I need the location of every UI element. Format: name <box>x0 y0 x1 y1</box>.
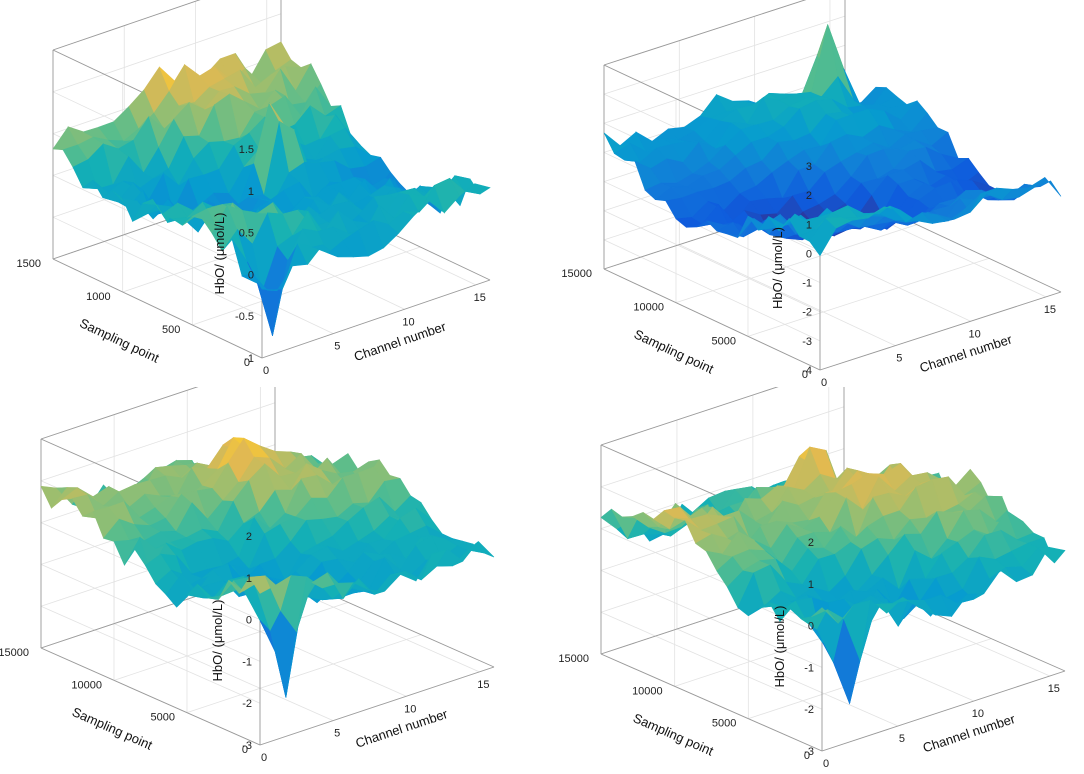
z-tick-label: -1 <box>802 278 812 290</box>
x-tick-label: 5 <box>896 353 902 365</box>
z-tick-label: 2 <box>808 537 814 549</box>
z-tick-label: -2 <box>804 704 814 716</box>
z-tick-label: 1 <box>806 219 812 231</box>
x-tick-label: 10 <box>969 328 981 340</box>
z-tick-label: -1 <box>804 662 814 674</box>
y-tick-label: 15000 <box>561 268 592 280</box>
surface-mesh <box>40 437 495 698</box>
surface-mesh <box>603 23 1062 257</box>
y-tick-label: 10000 <box>633 302 664 314</box>
y-tick-label: 1000 <box>86 291 110 303</box>
z-tick-label: -0.5 <box>235 311 254 323</box>
z-tick-label: 0.5 <box>239 228 254 240</box>
tick-labels: -3 -2 -1 0 1 2 0 5000 10000 15000 0 5 10 15 <box>558 537 1060 770</box>
z-axis-label: HbO/ (μmol/L) <box>770 227 785 309</box>
x-axis-label: Channel number <box>918 331 1015 375</box>
z-tick-label: 2 <box>246 531 252 543</box>
z-tick-label: 1 <box>808 579 814 591</box>
z-tick-label: 2 <box>806 190 812 202</box>
y-tick-label: 500 <box>162 324 180 336</box>
tick-labels: -1 -0.5 0 0.5 1 1.5 0 500 1000 1500 0 5 10 15 <box>17 144 486 377</box>
y-tick-label: 5000 <box>712 335 736 347</box>
z-tick-label: -1 <box>242 656 252 668</box>
tick-labels: -4 -3 -2 -1 0 1 2 3 0 5000 10000 15000 0 5 10 15 <box>561 161 1056 387</box>
surface-svg-bottom-right: -3 -2 -1 0 1 2 0 5000 10000 15000 0 5 10 15 HbO/ (μmol… <box>558 387 1066 770</box>
z-axis-label: HbO/ (μmol/L) <box>212 213 227 295</box>
x-tick-label: 0 <box>261 752 267 764</box>
surface-plot-bottom-left: -3 -2 -1 0 1 2 0 5000 10000 15000 0 5 10 15 HbO/ (μmol… <box>0 387 542 774</box>
surface-mesh <box>52 41 491 336</box>
z-tick-label: 0 <box>246 615 252 627</box>
z-tick-label: 1 <box>248 186 254 198</box>
y-tick-label: 0 <box>804 750 810 762</box>
y-tick-label: 5000 <box>151 712 175 724</box>
surface-facet <box>1037 546 1066 564</box>
z-tick-label: -1 <box>244 353 254 365</box>
surface-svg-bottom-left: -3 -2 -1 0 1 2 0 5000 10000 15000 0 5 10 15 HbO/ (μmol… <box>0 387 495 764</box>
surface-svg-top-right: -4 -3 -2 -1 0 1 2 3 0 5000 10000 15000 0 5 10 15 HbO/ (μ… <box>561 0 1062 387</box>
y-axis-label: Sampling point <box>632 326 717 376</box>
y-tick-label: 10000 <box>71 679 102 691</box>
z-tick-label: 3 <box>806 161 812 173</box>
z-tick-label: 0 <box>806 248 812 260</box>
x-axis-label: Channel number <box>352 319 448 365</box>
x-tick-label: 15 <box>1044 304 1056 316</box>
z-tick-label: 0 <box>808 621 814 633</box>
z-tick-label: -3 <box>802 336 812 348</box>
surface-mesh <box>600 446 1066 705</box>
y-tick-label: 0 <box>242 744 248 756</box>
surface-facet <box>467 541 495 558</box>
surface-facet <box>1034 176 1062 197</box>
z-tick-label: -4 <box>802 365 812 377</box>
surface-plot-top-left: -1 -0.5 0 0.5 1 1.5 0 500 1000 1500 0 5 10 15 HbO/ (μm… <box>0 0 542 387</box>
x-tick-label: 15 <box>474 292 486 304</box>
y-axis-label: Sampling point <box>77 315 162 365</box>
y-tick-label: 5000 <box>712 718 736 730</box>
x-tick-label: 0 <box>823 758 829 770</box>
x-axis-label: Channel number <box>354 706 451 751</box>
y-axis-label: Sampling point <box>631 710 716 758</box>
surface-plot-bottom-right: -3 -2 -1 0 1 2 0 5000 10000 15000 0 5 10 15 HbO/ (μmol… <box>542 387 1084 774</box>
x-tick-label: 0 <box>821 377 827 387</box>
z-tick-label: -3 <box>242 740 252 752</box>
x-tick-label: 10 <box>404 703 416 715</box>
z-tick-label: 0 <box>248 269 254 281</box>
x-axis-label: Channel number <box>921 711 1018 755</box>
z-tick-label: -3 <box>804 746 814 758</box>
x-tick-label: 5 <box>334 728 340 740</box>
x-tick-label: 15 <box>477 679 489 691</box>
y-tick-label: 15000 <box>0 647 29 659</box>
surface-facet <box>256 282 283 336</box>
y-tick-label: 0 <box>802 369 808 381</box>
y-tick-label: 1500 <box>17 258 41 270</box>
surface-facet <box>464 183 491 195</box>
x-tick-label: 5 <box>899 733 905 745</box>
x-tick-label: 10 <box>972 708 984 720</box>
z-tick-label: 1.5 <box>239 144 254 156</box>
y-tick-label: 15000 <box>558 653 589 665</box>
z-tick-label: -2 <box>242 698 252 710</box>
x-tick-label: 5 <box>334 341 340 353</box>
tick-labels: -3 -2 -1 0 1 2 0 5000 10000 15000 0 5 10 15 <box>0 531 490 764</box>
z-tick-label: 1 <box>246 573 252 585</box>
x-tick-label: 15 <box>1048 683 1060 695</box>
surface-plot-top-right: -4 -3 -2 -1 0 1 2 3 0 5000 10000 15000 0 5 10 15 HbO/ (μ… <box>542 0 1084 387</box>
y-tick-label: 0 <box>244 357 250 369</box>
x-tick-label: 0 <box>263 365 269 377</box>
z-axis-label: HbO/ (μmol/L) <box>772 606 787 688</box>
z-tick-label: -2 <box>802 307 812 319</box>
surface-svg-top-left: -1 -0.5 0 0.5 1 1.5 0 500 1000 1500 0 5 10 15 HbO/ (μm… <box>17 0 491 377</box>
x-tick-label: 10 <box>402 316 414 328</box>
z-axis-label: HbO/ (μmol/L) <box>210 600 225 682</box>
y-tick-label: 10000 <box>632 685 663 697</box>
y-axis-label: Sampling point <box>70 704 155 753</box>
